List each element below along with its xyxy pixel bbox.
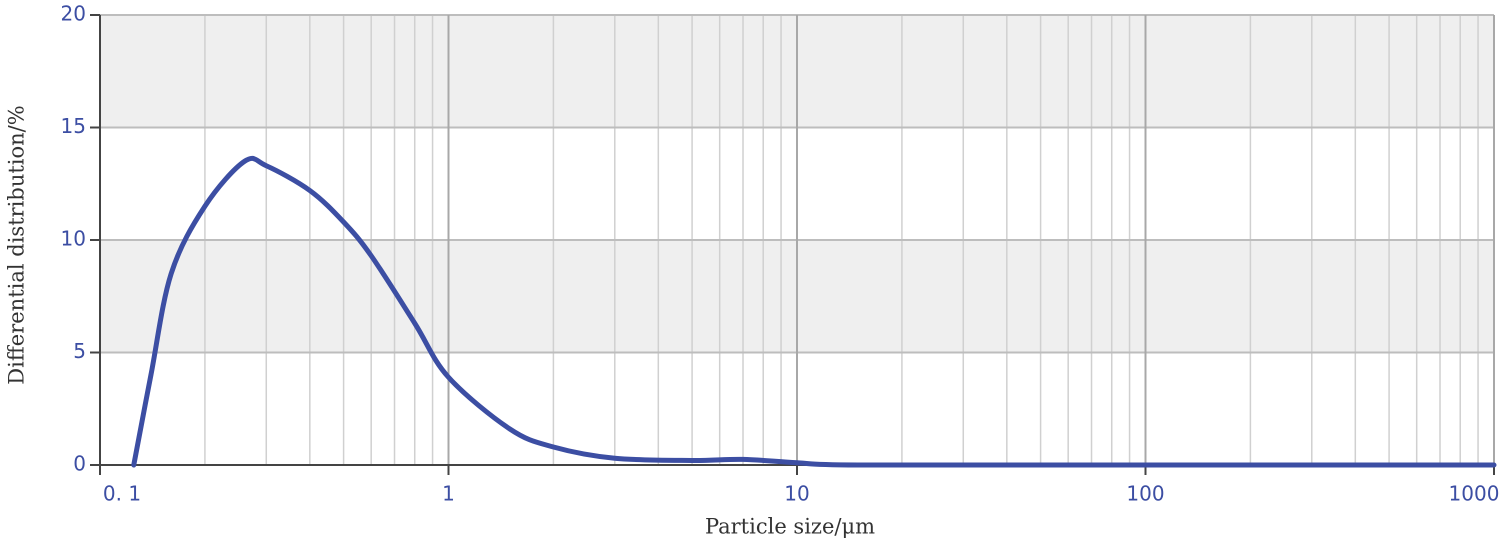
data-line — [131, 155, 1497, 468]
y-tick-label: 20 — [61, 2, 86, 26]
x-tick-label: 1 — [442, 482, 455, 506]
x-tick-label: 1000 — [1449, 482, 1500, 506]
y-tick-label: 5 — [73, 339, 86, 363]
x-tick-label: 100 — [1126, 482, 1164, 506]
x-axis-title: Particle size/μm — [705, 515, 875, 539]
x-tick-label: 10 — [784, 482, 809, 506]
y-tick-label: 10 — [61, 227, 86, 251]
x-tick-label: 0. 1 — [103, 482, 141, 506]
y-axis-title: Differential distribution/% — [5, 105, 29, 384]
y-tick-label: 15 — [61, 114, 86, 138]
y-tick-label: 0 — [73, 452, 86, 476]
